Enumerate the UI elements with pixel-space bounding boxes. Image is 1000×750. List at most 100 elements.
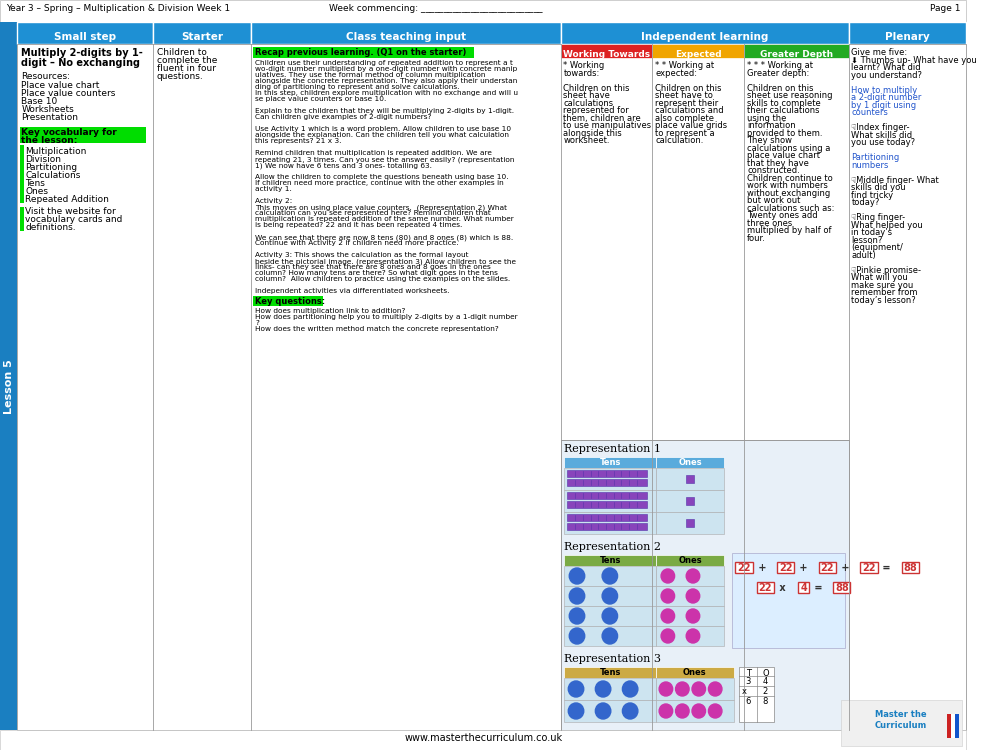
Bar (732, 553, 845, 648)
Circle shape (686, 569, 700, 583)
Text: today’s lesson?: today’s lesson? (851, 296, 916, 304)
Text: Resources:: Resources: (21, 72, 70, 81)
Text: work with numbers: work with numbers (747, 181, 828, 190)
Text: 1: 1 (691, 614, 695, 619)
Text: towards:: towards: (563, 68, 600, 77)
Text: 1: 1 (697, 686, 701, 692)
Bar (0, 730, 966, 750)
Text: Key vocabulary for: Key vocabulary for (21, 128, 117, 137)
Bar (652, 44, 744, 58)
Text: 1: 1 (666, 614, 670, 619)
Text: calculations: calculations (563, 98, 614, 107)
Bar (0, 22, 17, 730)
Text: Ones: Ones (678, 458, 702, 467)
Bar (757, 582, 774, 593)
Text: Division: Division (25, 155, 61, 164)
Bar (951, 714, 955, 738)
Circle shape (602, 628, 618, 644)
Text: How does partitioning help you to multiply 2-digits by a 1-digit number: How does partitioning help you to multip… (255, 314, 518, 320)
Bar (567, 514, 647, 521)
Bar (564, 678, 656, 700)
Bar (744, 44, 849, 58)
Circle shape (569, 568, 585, 584)
Text: * * Working at: * * Working at (655, 61, 714, 70)
Bar (253, 47, 474, 58)
Bar (561, 440, 849, 730)
Bar (833, 582, 850, 593)
Text: ?: ? (255, 320, 259, 326)
Text: 1: 1 (713, 686, 717, 692)
Text: Ones: Ones (683, 668, 707, 677)
Text: calculations using a: calculations using a (747, 143, 830, 152)
Text: 6: 6 (745, 697, 751, 706)
Bar (656, 457, 724, 468)
Text: +: + (755, 563, 770, 573)
Text: 8: 8 (763, 697, 768, 706)
Text: 10: 10 (599, 686, 607, 692)
Text: * Working: * Working (563, 61, 605, 70)
Text: * * * Working at: * * * Working at (747, 61, 813, 70)
Bar (567, 501, 647, 508)
Bar (564, 586, 656, 606)
Text: Multiplication: Multiplication (25, 147, 87, 156)
Text: calculations and: calculations and (655, 106, 724, 115)
Bar (564, 667, 656, 678)
Text: represent their: represent their (655, 98, 719, 107)
Text: 10: 10 (573, 634, 581, 638)
Text: How to multiply: How to multiply (851, 86, 918, 94)
Text: worksheet.: worksheet. (563, 136, 610, 145)
Bar (564, 555, 656, 566)
Bar (798, 582, 809, 593)
Text: 1: 1 (697, 709, 701, 713)
Text: 1: 1 (664, 709, 668, 713)
Circle shape (676, 682, 689, 696)
Bar (251, 22, 561, 44)
Text: four.: four. (747, 233, 766, 242)
Text: ☟︎Index finger-: ☟︎Index finger- (851, 123, 910, 132)
Bar (17, 22, 153, 44)
Text: (equipment/: (equipment/ (851, 243, 903, 252)
Text: 10: 10 (599, 709, 607, 713)
Text: 10: 10 (626, 709, 634, 713)
Text: Ones: Ones (25, 187, 48, 196)
Bar (564, 606, 656, 626)
Text: learnt? What did: learnt? What did (851, 63, 921, 72)
Text: Allow the children to complete the questions beneath using base 10.: Allow the children to complete the quest… (255, 174, 509, 180)
Text: Place value chart: Place value chart (21, 81, 100, 90)
Text: beside the pictorial image. (representation 3) Allow children to see the: beside the pictorial image. (representat… (255, 258, 516, 265)
Bar (777, 562, 794, 573)
Text: calculations such as:: calculations such as: (747, 203, 834, 212)
Circle shape (602, 588, 618, 604)
Text: also complete: also complete (655, 113, 714, 122)
Text: sheet use reasoning: sheet use reasoning (747, 91, 833, 100)
Bar (902, 562, 919, 573)
Text: activity 1.: activity 1. (255, 186, 292, 192)
Circle shape (569, 628, 585, 644)
Bar (656, 468, 724, 490)
Text: information: information (747, 121, 796, 130)
Text: Plenary: Plenary (885, 32, 930, 41)
Text: to represent a: to represent a (655, 128, 715, 137)
Text: Year 3 – Spring – Multiplication & Division Week 1: Year 3 – Spring – Multiplication & Divis… (6, 4, 230, 13)
Bar (739, 667, 774, 722)
Text: ulatives. They use the formal method of column multiplication: ulatives. They use the formal method of … (255, 72, 486, 78)
Text: +: + (838, 563, 853, 573)
Circle shape (595, 681, 611, 697)
Text: ☟︎Middle finger- What: ☟︎Middle finger- What (851, 176, 939, 184)
Text: Explain to the children that they will be multiplying 2-digits by 1-digit.: Explain to the children that they will b… (255, 108, 514, 114)
Text: Tens: Tens (25, 179, 45, 188)
Text: Partitioning: Partitioning (851, 153, 900, 162)
Text: 10: 10 (606, 593, 614, 598)
Text: this represents? 21 x 3.: this represents? 21 x 3. (255, 138, 342, 144)
Text: calculation.: calculation. (655, 136, 704, 145)
Circle shape (568, 703, 584, 719)
Text: 22: 22 (821, 563, 834, 573)
Text: 10: 10 (606, 634, 614, 638)
Text: Page 1: Page 1 (930, 4, 961, 13)
Text: alongside the explanation. Can the children tell you what calculation: alongside the explanation. Can the child… (255, 132, 509, 138)
Bar (561, 44, 652, 58)
Text: wo-digit number multiplied by a one-digit number with concrete manip: wo-digit number multiplied by a one-digi… (255, 66, 517, 72)
Bar (564, 566, 656, 586)
Text: Visit the website for: Visit the website for (25, 207, 116, 216)
Text: What will you: What will you (851, 273, 908, 282)
